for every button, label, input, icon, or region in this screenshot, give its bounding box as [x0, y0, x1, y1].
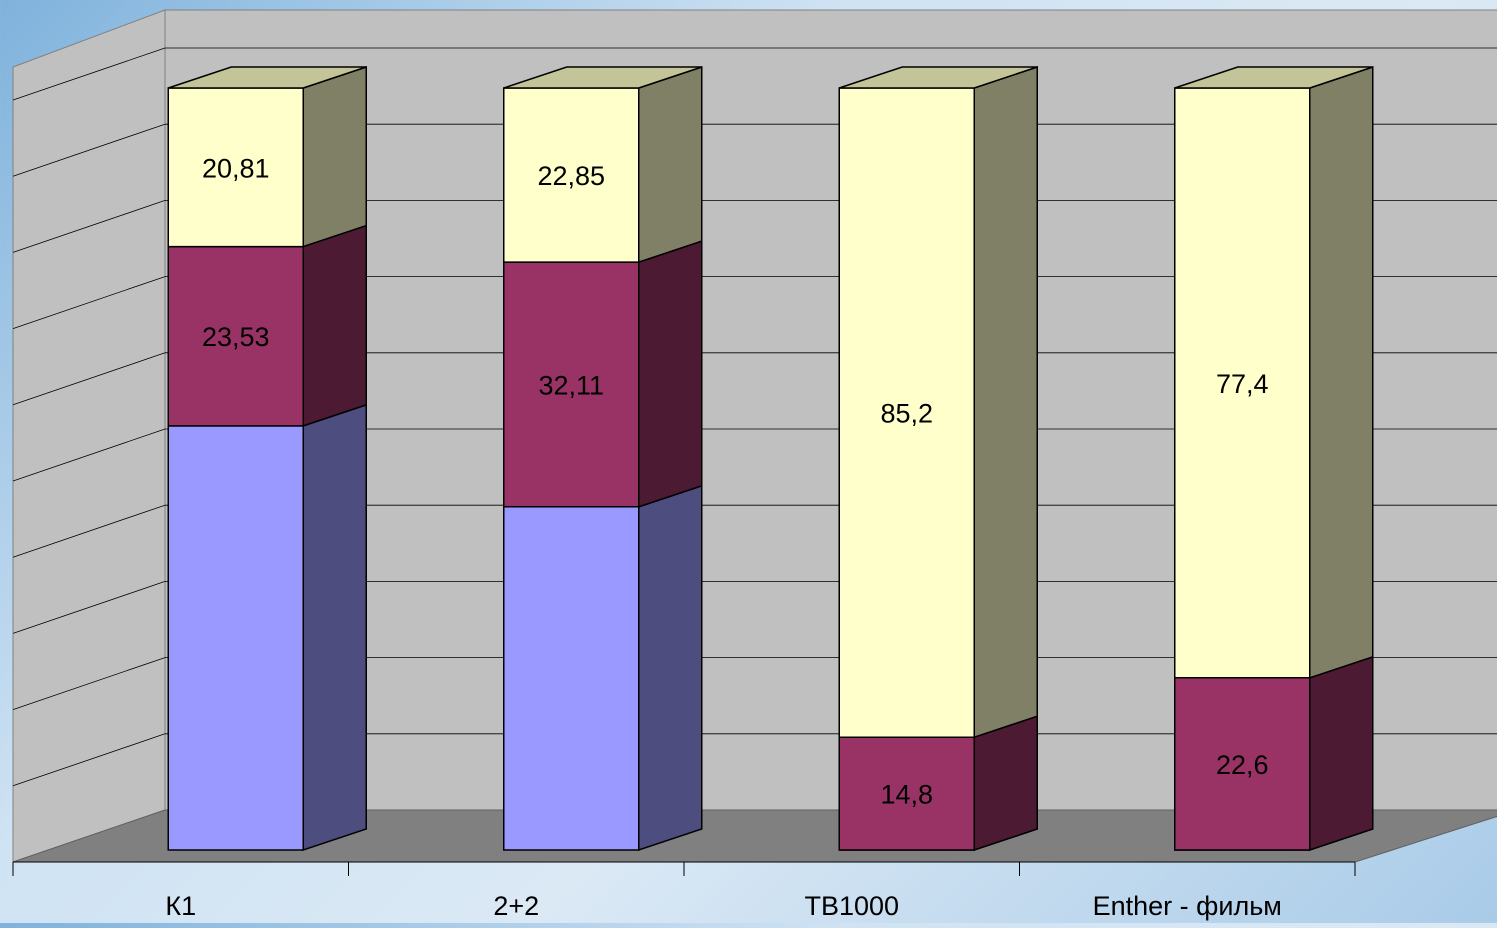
gridline-side [12, 504, 166, 558]
data-label: 85,2 [880, 399, 933, 429]
category-label: К1 [165, 891, 196, 921]
side-wall [12, 9, 166, 863]
category-label: Enther - фильм [1093, 891, 1282, 921]
bar-side [638, 240, 703, 508]
bar-top [168, 66, 367, 89]
gridline-side [12, 47, 166, 101]
data-label: 22,85 [537, 161, 605, 191]
bar-top [503, 66, 702, 89]
gridline-side [12, 276, 166, 329]
gridline-side [12, 581, 166, 634]
bar-front [503, 506, 640, 851]
bar-side [302, 403, 367, 852]
bar-front [167, 425, 304, 851]
data-label: 23,53 [202, 322, 270, 352]
bar-top [1174, 66, 1373, 89]
bar-side [1309, 655, 1374, 852]
data-label: 20,81 [202, 153, 270, 183]
gridline-side [12, 657, 166, 710]
bar-side [638, 484, 703, 852]
data-label: 14,8 [880, 780, 933, 810]
gridline-side [12, 123, 166, 177]
bar-side [973, 715, 1038, 852]
data-label: 22,6 [1216, 750, 1269, 780]
bar-side [638, 65, 703, 264]
bar-top [839, 66, 1038, 89]
bar-side [302, 65, 367, 248]
category-label: 2+2 [493, 891, 539, 921]
bar-side [973, 65, 1038, 739]
bar-side [1309, 65, 1374, 679]
gridline-side [12, 200, 166, 253]
gridline-side [12, 352, 166, 406]
data-label: 32,11 [538, 370, 604, 400]
category-label: ТВ1000 [804, 891, 899, 921]
gridline-side [12, 428, 166, 482]
data-label: 77,4 [1216, 369, 1269, 399]
bar-side [302, 224, 367, 427]
gridline-side [12, 733, 166, 787]
